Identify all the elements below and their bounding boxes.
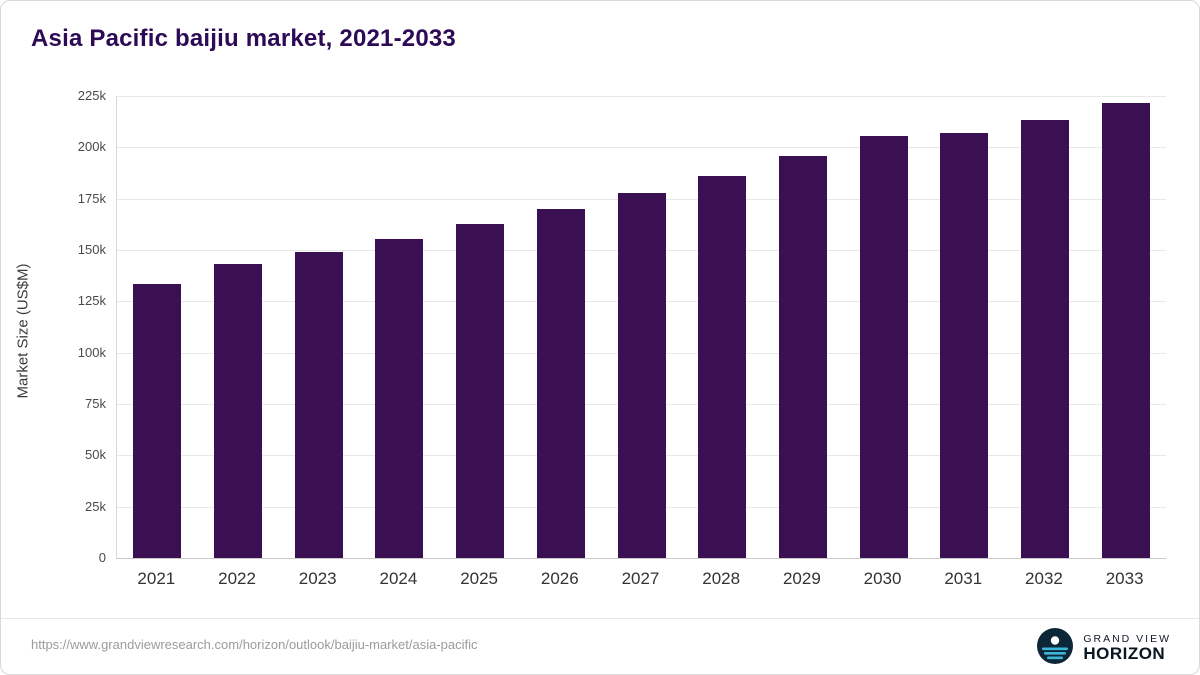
y-tick-label: 50k xyxy=(85,447,106,463)
bar xyxy=(536,208,585,558)
chart-title: Asia Pacific baijiu market, 2021-2033 xyxy=(31,25,456,52)
x-tick-label: 2032 xyxy=(1025,569,1063,588)
x-tick-label: 2028 xyxy=(702,569,741,588)
y-tick-label: 225k xyxy=(77,88,106,103)
y-tick-label: 0 xyxy=(98,550,106,565)
x-tick-label: 2026 xyxy=(540,569,579,588)
bar xyxy=(859,136,908,558)
y-tick-label: 175k xyxy=(77,190,106,206)
bar xyxy=(1101,103,1150,558)
gridline xyxy=(117,147,1166,149)
y-tick-label: 200k xyxy=(77,139,106,155)
bar xyxy=(698,176,747,558)
x-tick-label: 2022 xyxy=(218,569,256,588)
bar xyxy=(940,132,989,558)
horizon-logo-icon xyxy=(1036,627,1074,670)
brand-name-top: GRAND VIEW xyxy=(1083,633,1171,646)
x-tick-label: 2033 xyxy=(1105,569,1144,588)
bar xyxy=(133,283,182,558)
brand-name-bottom: HORIZON xyxy=(1083,644,1166,664)
x-tick-label: 2029 xyxy=(782,569,821,588)
x-tick-label: 2030 xyxy=(863,569,902,588)
x-tick-label: 2031 xyxy=(944,569,983,588)
x-tick-label: 2023 xyxy=(298,569,337,588)
y-tick-label: 75k xyxy=(85,396,106,411)
brand-logo: GRAND VIEW HORIZON xyxy=(1036,627,1171,670)
bar xyxy=(214,264,263,558)
bar xyxy=(617,192,666,558)
bar xyxy=(778,155,827,558)
y-tick-label: 125k xyxy=(77,293,106,309)
x-tick-label: 2025 xyxy=(460,569,499,588)
y-tick-label: 25k xyxy=(85,498,106,514)
brand-logo-text: GRAND VIEW HORIZON xyxy=(1083,634,1171,663)
bar xyxy=(294,252,343,558)
x-tick-label: 2024 xyxy=(379,569,418,588)
bar xyxy=(1020,119,1069,558)
y-tick-label: 150k xyxy=(77,242,106,257)
bar xyxy=(456,224,505,558)
y-axis-title: Market Size (US$M) xyxy=(14,263,32,399)
x-tick-label: 2021 xyxy=(137,569,176,588)
footer-divider xyxy=(1,618,1199,619)
x-tick-label: 2027 xyxy=(621,569,660,588)
bar xyxy=(375,238,424,558)
y-tick-label: 100k xyxy=(77,344,106,360)
plot-area xyxy=(116,96,1166,559)
source-url: https://www.grandviewresearch.com/horizo… xyxy=(31,637,478,652)
gridline xyxy=(117,96,1166,97)
